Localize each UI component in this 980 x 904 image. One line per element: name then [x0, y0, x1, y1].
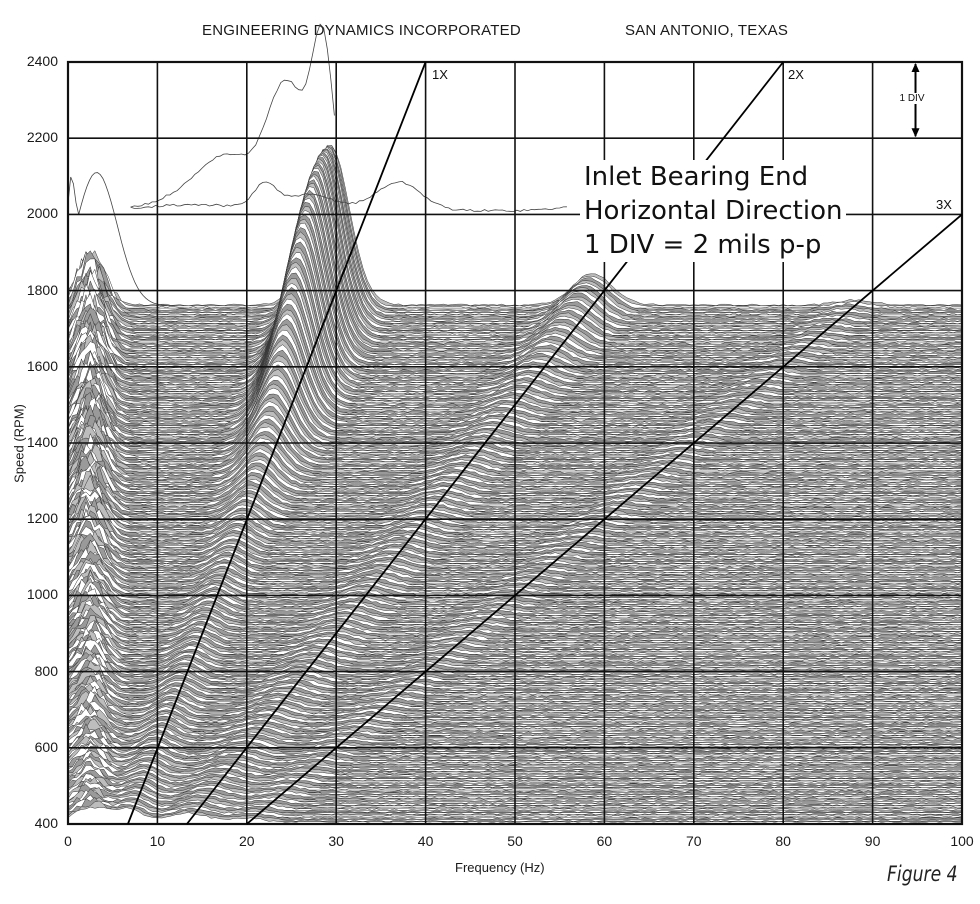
y-axis-label: Speed (RPM) [11, 404, 27, 483]
order-label-1x: 1X [432, 67, 448, 82]
annotation-line-1: Inlet Bearing End [584, 162, 809, 192]
annotation-line-3: 1 DIV = 2 mils p-p [584, 230, 822, 260]
y-tick-label: 1000 [26, 586, 58, 603]
y-tick-label: 400 [34, 815, 58, 831]
y-tick-label: 800 [34, 662, 58, 679]
scale-div-label: 1 DIV [898, 93, 926, 105]
top-spectrum-traces [67, 23, 567, 307]
x-tick-label: 30 [328, 833, 344, 849]
x-tick-label: 70 [686, 833, 702, 849]
measurement-annotation: Inlet Bearing End Horizontal Direction 1… [580, 160, 847, 262]
x-tick-label: 20 [239, 833, 255, 849]
x-tick-label: 60 [596, 833, 613, 849]
figure-caption: Figure 4 [887, 862, 958, 886]
annotation-line-2: Horizontal Direction [584, 196, 843, 226]
y-tick-label: 600 [34, 738, 58, 755]
x-tick-label: 0 [64, 833, 72, 849]
order-label-3x: 3X [936, 197, 952, 212]
x-tick-label: 80 [775, 833, 791, 849]
y-tick-label: 1400 [26, 434, 58, 450]
y-tick-label: 2000 [26, 205, 58, 222]
header-location: SAN ANTONIO, TEXAS [625, 22, 789, 39]
y-tick-label: 1600 [26, 357, 58, 374]
x-tick-label: 10 [149, 833, 166, 849]
y-tick-label: 1800 [26, 281, 58, 298]
order-label-2x: 2X [788, 67, 804, 82]
x-tick-label: 100 [950, 833, 974, 849]
y-tick-label: 2400 [26, 53, 58, 69]
x-tick-label: 50 [507, 833, 523, 849]
grid-lines [66, 60, 964, 826]
x-tick-label: 90 [864, 833, 881, 849]
x-axis-label: Frequency (Hz) [455, 860, 545, 875]
y-tick-label: 2200 [26, 129, 58, 146]
header-company: ENGINEERING DYNAMICS INCORPORATED [202, 22, 521, 39]
x-tick-label: 40 [417, 833, 434, 849]
y-tick-label: 1200 [26, 510, 58, 527]
